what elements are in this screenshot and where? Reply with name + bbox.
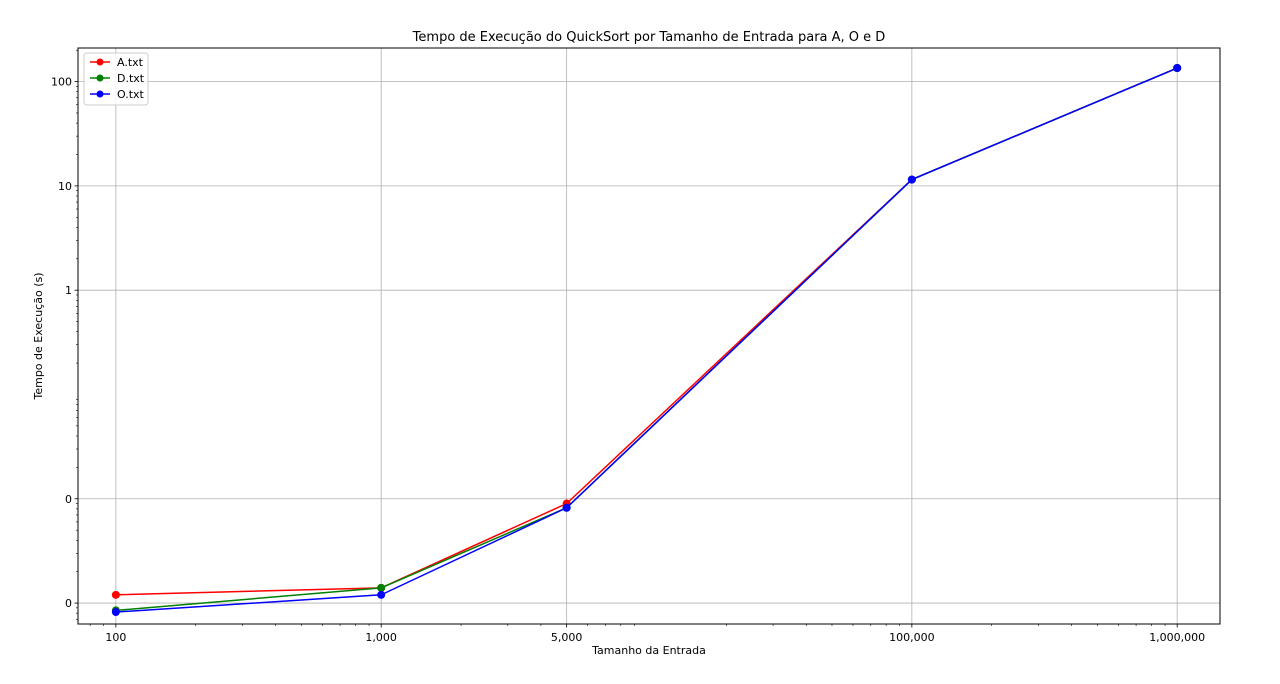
- x-tick-label: 100: [105, 631, 126, 644]
- legend-label: A.txt: [117, 56, 144, 69]
- legend-item: O.txt: [90, 88, 145, 101]
- y-tick-label: 100: [51, 76, 72, 89]
- legend-label: O.txt: [117, 88, 145, 101]
- x-tick-label: 1,000: [365, 631, 397, 644]
- y-tick-label: 1: [65, 284, 72, 297]
- legend-label: D.txt: [117, 72, 145, 85]
- y-tick-label: 0: [65, 493, 72, 506]
- data-point: [377, 583, 386, 592]
- x-axis-label: Tamanho da Entrada: [591, 644, 706, 657]
- data-point: [377, 590, 386, 599]
- grid: [78, 48, 1220, 624]
- legend-swatch-marker: [96, 58, 104, 66]
- legend-swatch-marker: [96, 90, 104, 98]
- x-tick-label: 5,000: [551, 631, 583, 644]
- series-o-txt: [111, 64, 1182, 617]
- y-tick-label: 0: [65, 597, 72, 610]
- series-layer: [111, 64, 1182, 617]
- legend-item: A.txt: [90, 56, 144, 69]
- y-axis-ticks: 0 0 1 10 100: [51, 76, 78, 610]
- data-point: [111, 608, 120, 617]
- data-point: [907, 175, 916, 184]
- plot-frame: [77, 47, 1221, 625]
- y-tick-label: 10: [58, 180, 72, 193]
- x-tick-label: 1,000,000: [1149, 631, 1205, 644]
- legend-swatch-marker: [96, 74, 104, 82]
- data-point: [1173, 64, 1182, 73]
- legend: A.txt D.txt O.txt: [83, 52, 149, 106]
- data-point: [111, 590, 120, 599]
- y-axis-label: Tempo de Execução (s): [32, 272, 45, 400]
- data-point: [562, 503, 571, 512]
- x-axis-ticks: 100 1,000 5,000 100,000 1,000,000: [105, 624, 1205, 644]
- chart-title: Tempo de Execução do QuickSort por Taman…: [412, 30, 886, 45]
- x-tick-label: 100,000: [889, 631, 935, 644]
- legend-item: D.txt: [90, 72, 145, 85]
